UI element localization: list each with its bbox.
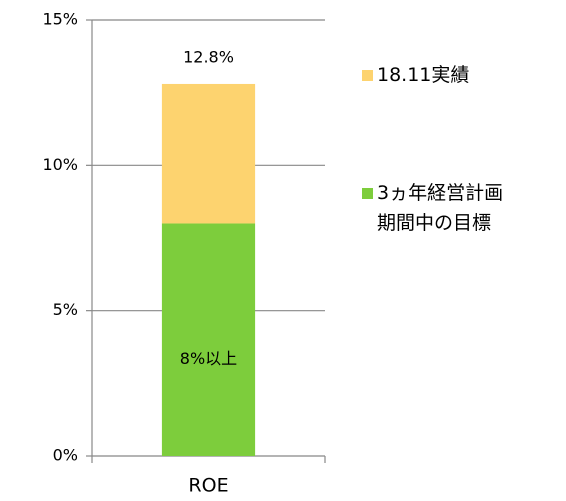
bar-segment [161, 83, 256, 224]
legend-swatch [362, 70, 373, 81]
x-tick-label: ROE [188, 475, 228, 497]
y-tick-label: 5% [53, 300, 78, 319]
y-tick-label: 15% [42, 10, 78, 29]
value-label: 8%以上 [180, 349, 237, 368]
y-tick-label: 10% [42, 155, 78, 174]
legend-label: 3ヵ年経営計画 期間中の目標 [377, 182, 504, 234]
legend-swatch [362, 188, 373, 199]
legend-label: 18.11実績 [377, 64, 470, 86]
y-tick-label: 0% [53, 446, 78, 465]
legend-item: 3ヵ年経営計画 期間中の目標 [362, 178, 503, 238]
legend-item: 18.11実績 [362, 60, 469, 90]
total-label: 12.8% [183, 47, 234, 66]
bar-segment [161, 223, 256, 456]
